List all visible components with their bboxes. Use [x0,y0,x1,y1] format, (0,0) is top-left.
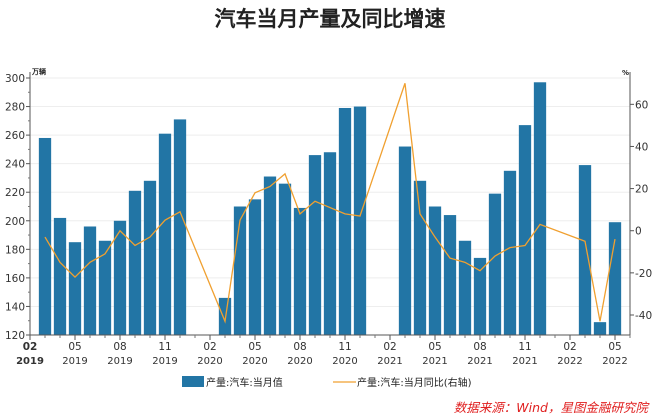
bar [128,190,142,335]
y-left-tick-label: 240 [5,159,25,171]
x-tick-year: 2022 [602,356,627,367]
bar [608,222,622,335]
y-left-tick-label: 180 [5,244,25,256]
y-right-tick-label: 0 [635,226,642,238]
x-tick-year: 2019 [107,356,132,367]
legend-line-label: 产量:汽车:当月同比(右轴) [357,376,472,389]
bar [338,107,352,335]
bar [248,199,262,335]
y-right-tick-label: -40 [635,310,652,322]
x-tick-label: 02 [563,341,576,353]
x-tick-year: 2021 [422,356,447,367]
bar [233,206,247,335]
x-tick-label: 08 [473,341,486,353]
x-tick-label: 11 [518,341,531,353]
bar [263,176,277,335]
x-tick-year: 2019 [16,356,44,367]
x-tick-year: 2020 [242,356,267,367]
x-tick-year: 2019 [152,356,177,367]
bar [578,165,592,335]
bar [413,180,427,335]
y-left-tick-label: 200 [5,216,25,228]
x-tick-year: 2020 [287,356,312,367]
x-tick-year: 2022 [557,356,582,367]
y-left-tick-label: 160 [5,273,25,285]
x-tick-year: 2019 [62,356,87,367]
bar [68,242,82,335]
x-tick-year: 2020 [197,356,222,367]
x-tick-label: 08 [293,341,306,353]
bar [173,119,187,336]
x-tick-label: 02 [383,341,396,353]
bar [53,217,67,335]
bar [473,257,487,335]
bar [308,155,322,335]
bar [278,183,292,335]
bar [218,297,232,335]
y-right-unit: % [622,69,629,77]
y-left-unit: 万辆 [31,67,46,76]
y-right-tick-label: -20 [635,268,652,280]
x-tick-label: 05 [608,341,621,353]
bar [293,207,307,335]
bar [533,82,547,336]
x-tick-year: 2020 [332,356,357,367]
bar [38,137,52,335]
chart-title: 汽车当月产量及同比增速 [214,7,446,31]
bar [353,106,367,335]
x-tick-label: 02 [23,341,38,353]
x-tick-year: 2021 [512,356,537,367]
y-right-tick-label: 40 [635,141,648,153]
x-tick-label: 05 [68,341,81,353]
x-tick-label: 05 [428,341,441,353]
bar [458,240,472,335]
bar [143,180,157,335]
y-right-tick-label: 60 [635,99,648,111]
bar [158,133,172,335]
x-tick-year: 2021 [467,356,492,367]
y-right-tick-label: 20 [635,184,648,196]
bar [428,206,442,335]
x-tick-label: 02 [203,341,216,353]
y-left-tick-label: 300 [5,73,25,85]
y-left-tick-label: 120 [5,330,25,342]
x-tick-label: 11 [158,341,171,353]
y-left-tick-label: 140 [5,301,25,313]
legend-bar-swatch [182,376,204,387]
bar [518,125,532,335]
y-left-tick-label: 260 [5,130,25,142]
bar [443,215,457,335]
bar [113,220,127,335]
bar [488,193,502,335]
y-left-tick-label: 280 [5,102,25,114]
x-tick-label: 05 [248,341,261,353]
x-tick-label: 11 [338,341,351,353]
bar [323,152,337,335]
bar [503,170,517,335]
bar [398,146,412,335]
bar [593,322,607,335]
data-source: 数据来源：Wind，星图金融研究院 [453,400,648,415]
bar [83,226,97,335]
x-tick-label: 08 [113,341,126,353]
y-left-tick-label: 220 [5,187,25,199]
x-tick-year: 2021 [377,356,402,367]
bar [98,240,112,335]
legend-bar-label: 产量:汽车:当月值 [206,376,283,389]
